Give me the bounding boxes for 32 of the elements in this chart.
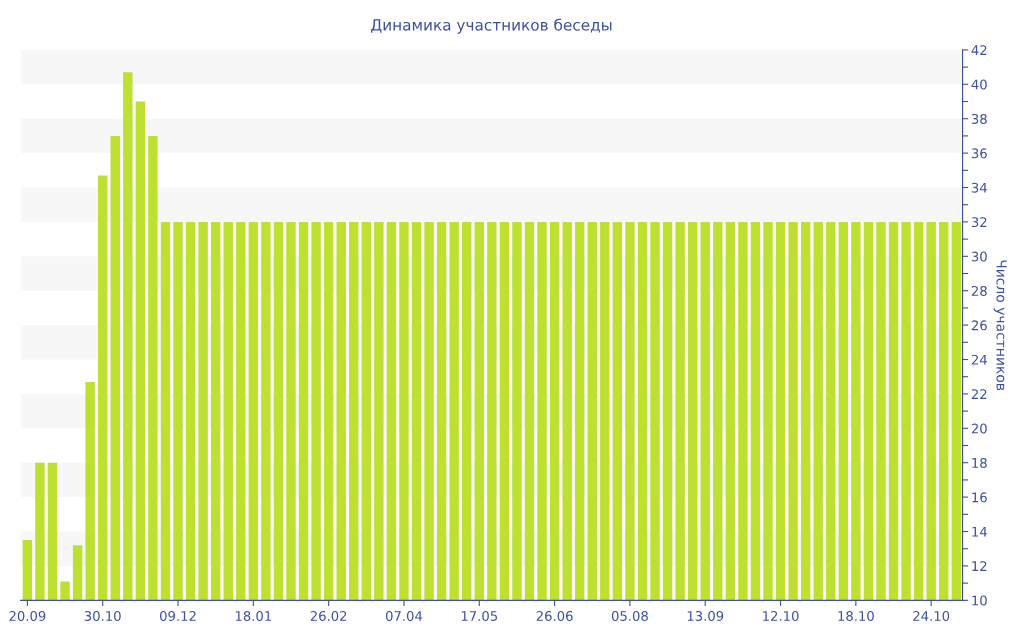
- y-tick-label: 10: [972, 595, 987, 606]
- x-tick-label: 26.02: [310, 610, 347, 621]
- x-tick-label: 12.10: [763, 610, 799, 621]
- y-tick-label: 22: [971, 389, 987, 399]
- x-tick-label: 17.05: [461, 610, 498, 621]
- y-tick-label: 18: [972, 457, 987, 468]
- y-tick-label: 34: [971, 182, 987, 193]
- x-tick-label: 26.06: [536, 610, 573, 621]
- y-tick-label: 24: [971, 354, 987, 365]
- y-tick-label: 40: [971, 79, 987, 90]
- y-tick-label: 16: [972, 492, 987, 503]
- x-tick-label: 09.12: [160, 610, 196, 621]
- y-tick-label: 20: [971, 423, 987, 434]
- y-tick-label: 30: [971, 251, 987, 262]
- x-tick-label: 13.09: [687, 610, 724, 621]
- y-tick-label: 42: [971, 45, 987, 55]
- x-tick-label: 05.08: [611, 610, 648, 621]
- y-tick-label: 26: [971, 320, 987, 331]
- x-tick-label: 30.10: [84, 610, 121, 621]
- y-axis-title: Число участников: [993, 260, 1007, 391]
- y-tick-label: 38: [971, 113, 987, 124]
- chart-title: Динамика участников беседы: [371, 18, 612, 34]
- x-tick-label: 07.04: [385, 610, 423, 621]
- y-tick-label: 36: [971, 148, 987, 159]
- y-tick-label: 12: [972, 561, 987, 571]
- y-tick-label: 14: [972, 526, 987, 537]
- x-tick-label: 18.10: [838, 610, 874, 621]
- y-tick-label: 28: [971, 285, 987, 296]
- x-tick-label: 20.09: [9, 610, 46, 621]
- x-tick-label: 18.01: [235, 610, 271, 621]
- y-tick-label: 32: [971, 217, 987, 228]
- x-tick-label: 24.10: [913, 610, 950, 621]
